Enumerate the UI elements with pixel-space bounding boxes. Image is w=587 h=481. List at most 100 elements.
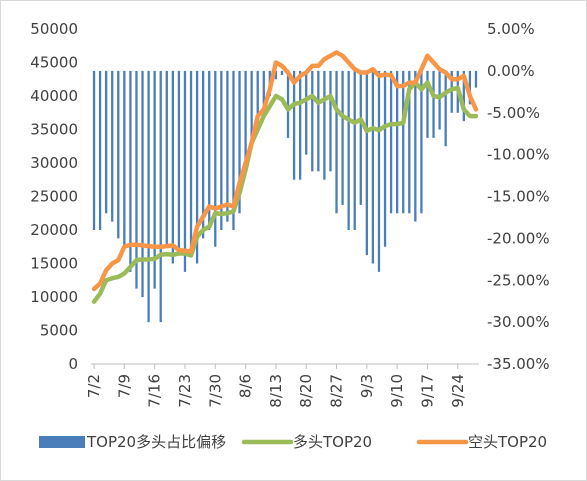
bar xyxy=(323,70,326,180)
bar xyxy=(305,70,308,155)
bar xyxy=(402,70,405,214)
bar xyxy=(98,70,102,231)
right-axis-tick-label: 5.00% xyxy=(487,20,535,38)
bar xyxy=(226,70,229,222)
right-axis-tick-label: -25.00% xyxy=(487,271,550,289)
left-axis-tick-label: 5000 xyxy=(40,322,78,340)
bar xyxy=(347,70,350,231)
bar xyxy=(408,70,411,214)
legend: TOP20多头占比偏移 多头TOP20 空头TOP20 xyxy=(39,433,547,451)
legend-label: 空头TOP20 xyxy=(468,433,547,451)
bar xyxy=(414,70,417,222)
left-axis-tick-label: 15000 xyxy=(30,255,78,273)
legend-swatch-0 xyxy=(39,436,85,448)
bar xyxy=(232,70,235,231)
bar xyxy=(129,70,132,272)
bar xyxy=(329,70,332,172)
bar xyxy=(262,70,265,105)
bar xyxy=(359,70,362,205)
bar xyxy=(159,70,162,323)
bar xyxy=(171,70,174,264)
bar xyxy=(117,70,120,239)
left-axis-tick-label: 50000 xyxy=(30,20,78,38)
bar xyxy=(389,70,393,214)
bar xyxy=(353,70,356,231)
right-axis-tick-label: -35.00% xyxy=(487,355,550,373)
bar xyxy=(177,70,181,256)
bar xyxy=(147,70,150,323)
left-axis-tick-label: 0 xyxy=(68,355,78,373)
x-axis-tick-label: 9/17 xyxy=(418,374,436,408)
bar xyxy=(396,70,399,214)
legend-label: 多头TOP20 xyxy=(293,433,372,451)
left-axis-tick-label: 10000 xyxy=(30,288,78,306)
right-axis-tick-label: -5.00% xyxy=(487,104,540,122)
bar xyxy=(244,70,247,164)
bar xyxy=(462,70,465,122)
axes-layer: 0 5000 10000 15000 20000 25000 30000 35000 40000… xyxy=(30,20,549,408)
bar xyxy=(256,70,259,130)
x-axis-tick-label: 8/13 xyxy=(267,374,285,408)
bar xyxy=(135,70,138,289)
bar xyxy=(92,70,96,231)
left-axis-tick-label: 45000 xyxy=(30,54,78,72)
series-line-1 xyxy=(91,80,479,304)
x-axis-tick-label: 7/30 xyxy=(206,374,224,408)
bar xyxy=(432,70,435,138)
bar xyxy=(377,70,381,272)
left-axis-tick-label: 30000 xyxy=(30,154,78,172)
x-axis-tick-label: 9/3 xyxy=(358,374,376,398)
x-axis-tick-label: 7/23 xyxy=(176,374,194,408)
bar xyxy=(220,70,223,231)
bar xyxy=(341,70,344,205)
x-axis-tick-label: 8/6 xyxy=(237,374,255,398)
bar xyxy=(183,70,187,272)
bar xyxy=(292,70,296,180)
right-axis-tick-label: -20.00% xyxy=(487,229,550,247)
bar xyxy=(189,70,193,256)
bar xyxy=(153,70,156,289)
bar xyxy=(208,70,211,231)
bar xyxy=(311,70,314,172)
lines-layer xyxy=(91,50,479,304)
bar xyxy=(383,70,387,247)
right-axis-tick-label: -15.00% xyxy=(487,188,550,206)
x-axis-tick-label: 8/27 xyxy=(328,374,346,408)
x-axis-tick-label: 7/2 xyxy=(85,374,103,398)
bar xyxy=(474,70,478,88)
left-axis-tick-label: 35000 xyxy=(30,121,78,139)
bar xyxy=(444,70,447,147)
bar xyxy=(468,70,472,105)
bar xyxy=(123,70,126,247)
bar xyxy=(165,70,168,247)
bar xyxy=(426,70,429,138)
bar xyxy=(111,70,114,222)
bar xyxy=(317,70,320,172)
right-axis-tick-label: -30.00% xyxy=(487,313,550,331)
x-axis-tick-label: 7/9 xyxy=(115,374,133,398)
bar xyxy=(141,70,144,298)
x-axis-tick-label: 9/10 xyxy=(388,374,406,408)
bar xyxy=(299,70,302,180)
series-line-2 xyxy=(91,50,479,292)
x-axis-tick-label: 9/24 xyxy=(449,374,467,408)
bar xyxy=(238,70,241,214)
right-axis-tick-label: 0.00% xyxy=(487,62,535,80)
left-axis-tick-label: 25000 xyxy=(30,188,78,206)
left-axis-tick-label: 20000 xyxy=(30,221,78,239)
bar xyxy=(250,70,253,147)
left-axis-tick-label: 40000 xyxy=(30,87,78,105)
bar xyxy=(214,70,217,247)
bars-layer xyxy=(92,70,478,323)
bar xyxy=(286,70,290,138)
bar xyxy=(420,70,423,214)
bar xyxy=(438,70,441,130)
bar xyxy=(105,70,108,214)
right-axis-tick-label: -10.00% xyxy=(487,146,550,164)
bar xyxy=(371,70,375,264)
bar xyxy=(280,70,284,76)
bar xyxy=(365,70,368,256)
x-axis-tick-label: 7/16 xyxy=(146,374,164,408)
